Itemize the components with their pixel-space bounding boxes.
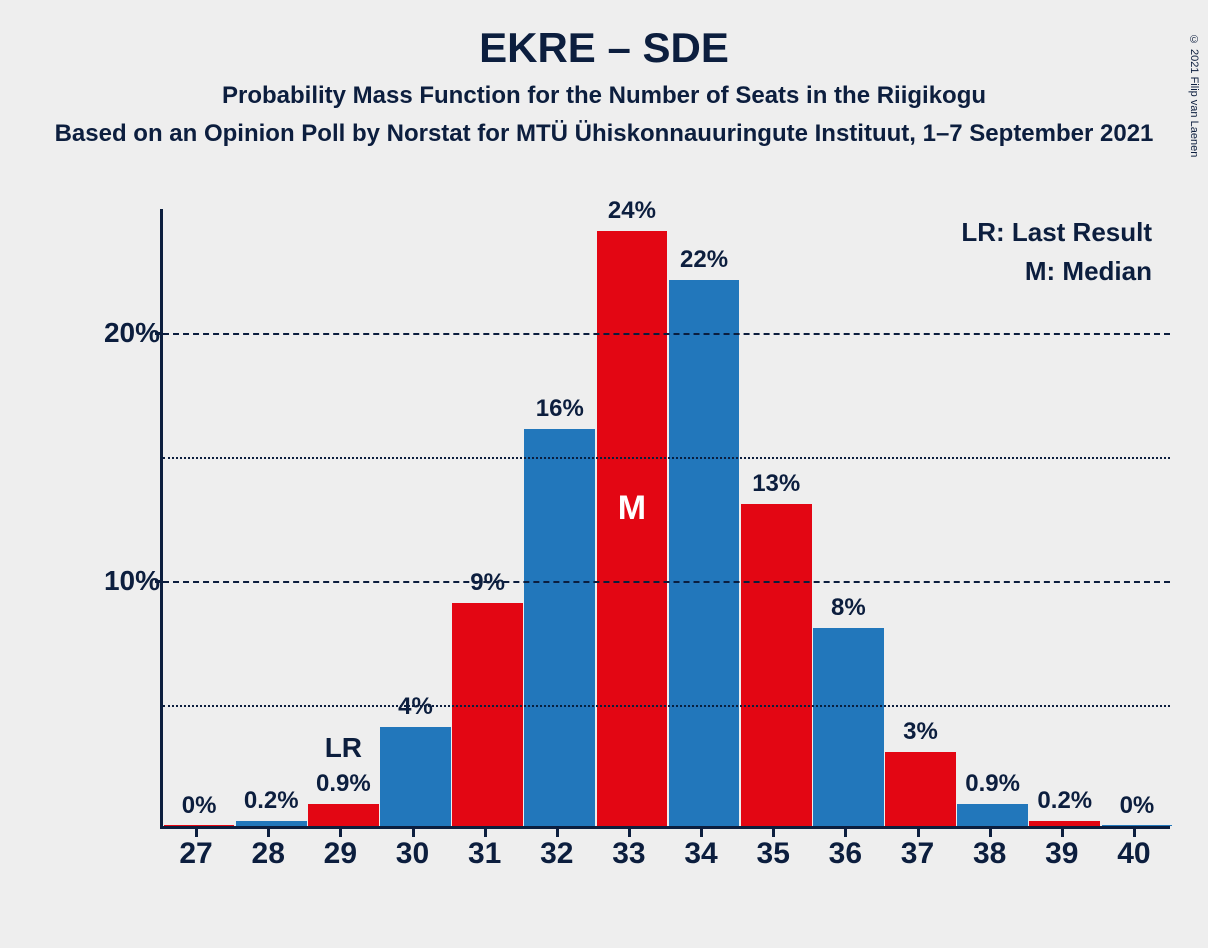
x-tick-label: 27 xyxy=(160,837,232,871)
plot-area: LR: Last Result M: Median 0%0.2%0.9%4%9%… xyxy=(160,209,1170,829)
gridline-major xyxy=(163,581,1170,583)
bar-label-38: 0.9% xyxy=(957,770,1029,798)
gridline-minor xyxy=(163,705,1170,707)
x-tick-label: 33 xyxy=(593,837,665,871)
bar-39 xyxy=(1029,821,1100,826)
x-tick-label: 31 xyxy=(449,837,521,871)
bar-28 xyxy=(236,821,307,826)
bar-32 xyxy=(524,429,595,826)
bar-label-29: 0.9% xyxy=(307,770,379,798)
median-marker: M xyxy=(596,489,668,528)
x-tick-label: 39 xyxy=(1026,837,1098,871)
chart-subtitle: Probability Mass Function for the Number… xyxy=(0,82,1208,110)
x-tick-label: 35 xyxy=(737,837,809,871)
gridline-major xyxy=(163,333,1170,335)
bar-38 xyxy=(957,804,1028,826)
bar-label-34: 22% xyxy=(668,246,740,274)
bar-label-36: 8% xyxy=(812,594,884,622)
bar-27 xyxy=(164,825,235,826)
x-tick-label: 37 xyxy=(881,837,953,871)
bar-label-32: 16% xyxy=(524,395,596,423)
bar-label-39: 0.2% xyxy=(1029,787,1101,815)
bar-label-40: 0% xyxy=(1101,792,1173,820)
chart-container: LR: Last Result M: Median 0%0.2%0.9%4%9%… xyxy=(60,209,1180,909)
copyright-text: © 2021 Filip van Laenen xyxy=(1188,34,1200,157)
x-tick-label: 28 xyxy=(232,837,304,871)
bar-40 xyxy=(1102,825,1173,826)
x-tick-label: 40 xyxy=(1098,837,1170,871)
x-tick-label: 38 xyxy=(954,837,1026,871)
bar-label-33: 24% xyxy=(596,197,668,225)
bar-31 xyxy=(452,603,523,826)
y-tick-label: 20% xyxy=(70,317,160,349)
bars-group: 0%0.2%0.9%4%9%16%24%22%13%8%3%0.9%0.2%0%… xyxy=(163,209,1170,826)
x-tick-label: 34 xyxy=(665,837,737,871)
bar-34 xyxy=(669,280,740,826)
lr-marker: LR xyxy=(307,732,379,764)
bar-35 xyxy=(741,504,812,826)
gridline-minor xyxy=(163,457,1170,459)
x-tick-label: 30 xyxy=(376,837,448,871)
bar-30 xyxy=(380,727,451,826)
x-tick-label: 32 xyxy=(521,837,593,871)
x-tick-label: 29 xyxy=(304,837,376,871)
bar-29 xyxy=(308,804,379,826)
bar-label-37: 3% xyxy=(884,718,956,746)
chart-title: EKRE – SDE xyxy=(0,24,1208,72)
x-tick-label: 36 xyxy=(809,837,881,871)
bar-label-28: 0.2% xyxy=(235,787,307,815)
bar-33 xyxy=(597,231,668,826)
bar-36 xyxy=(813,628,884,826)
bar-label-27: 0% xyxy=(163,792,235,820)
y-tick-label: 10% xyxy=(70,565,160,597)
chart-source: Based on an Opinion Poll by Norstat for … xyxy=(0,120,1208,148)
bar-37 xyxy=(885,752,956,826)
bar-label-35: 13% xyxy=(740,470,812,498)
